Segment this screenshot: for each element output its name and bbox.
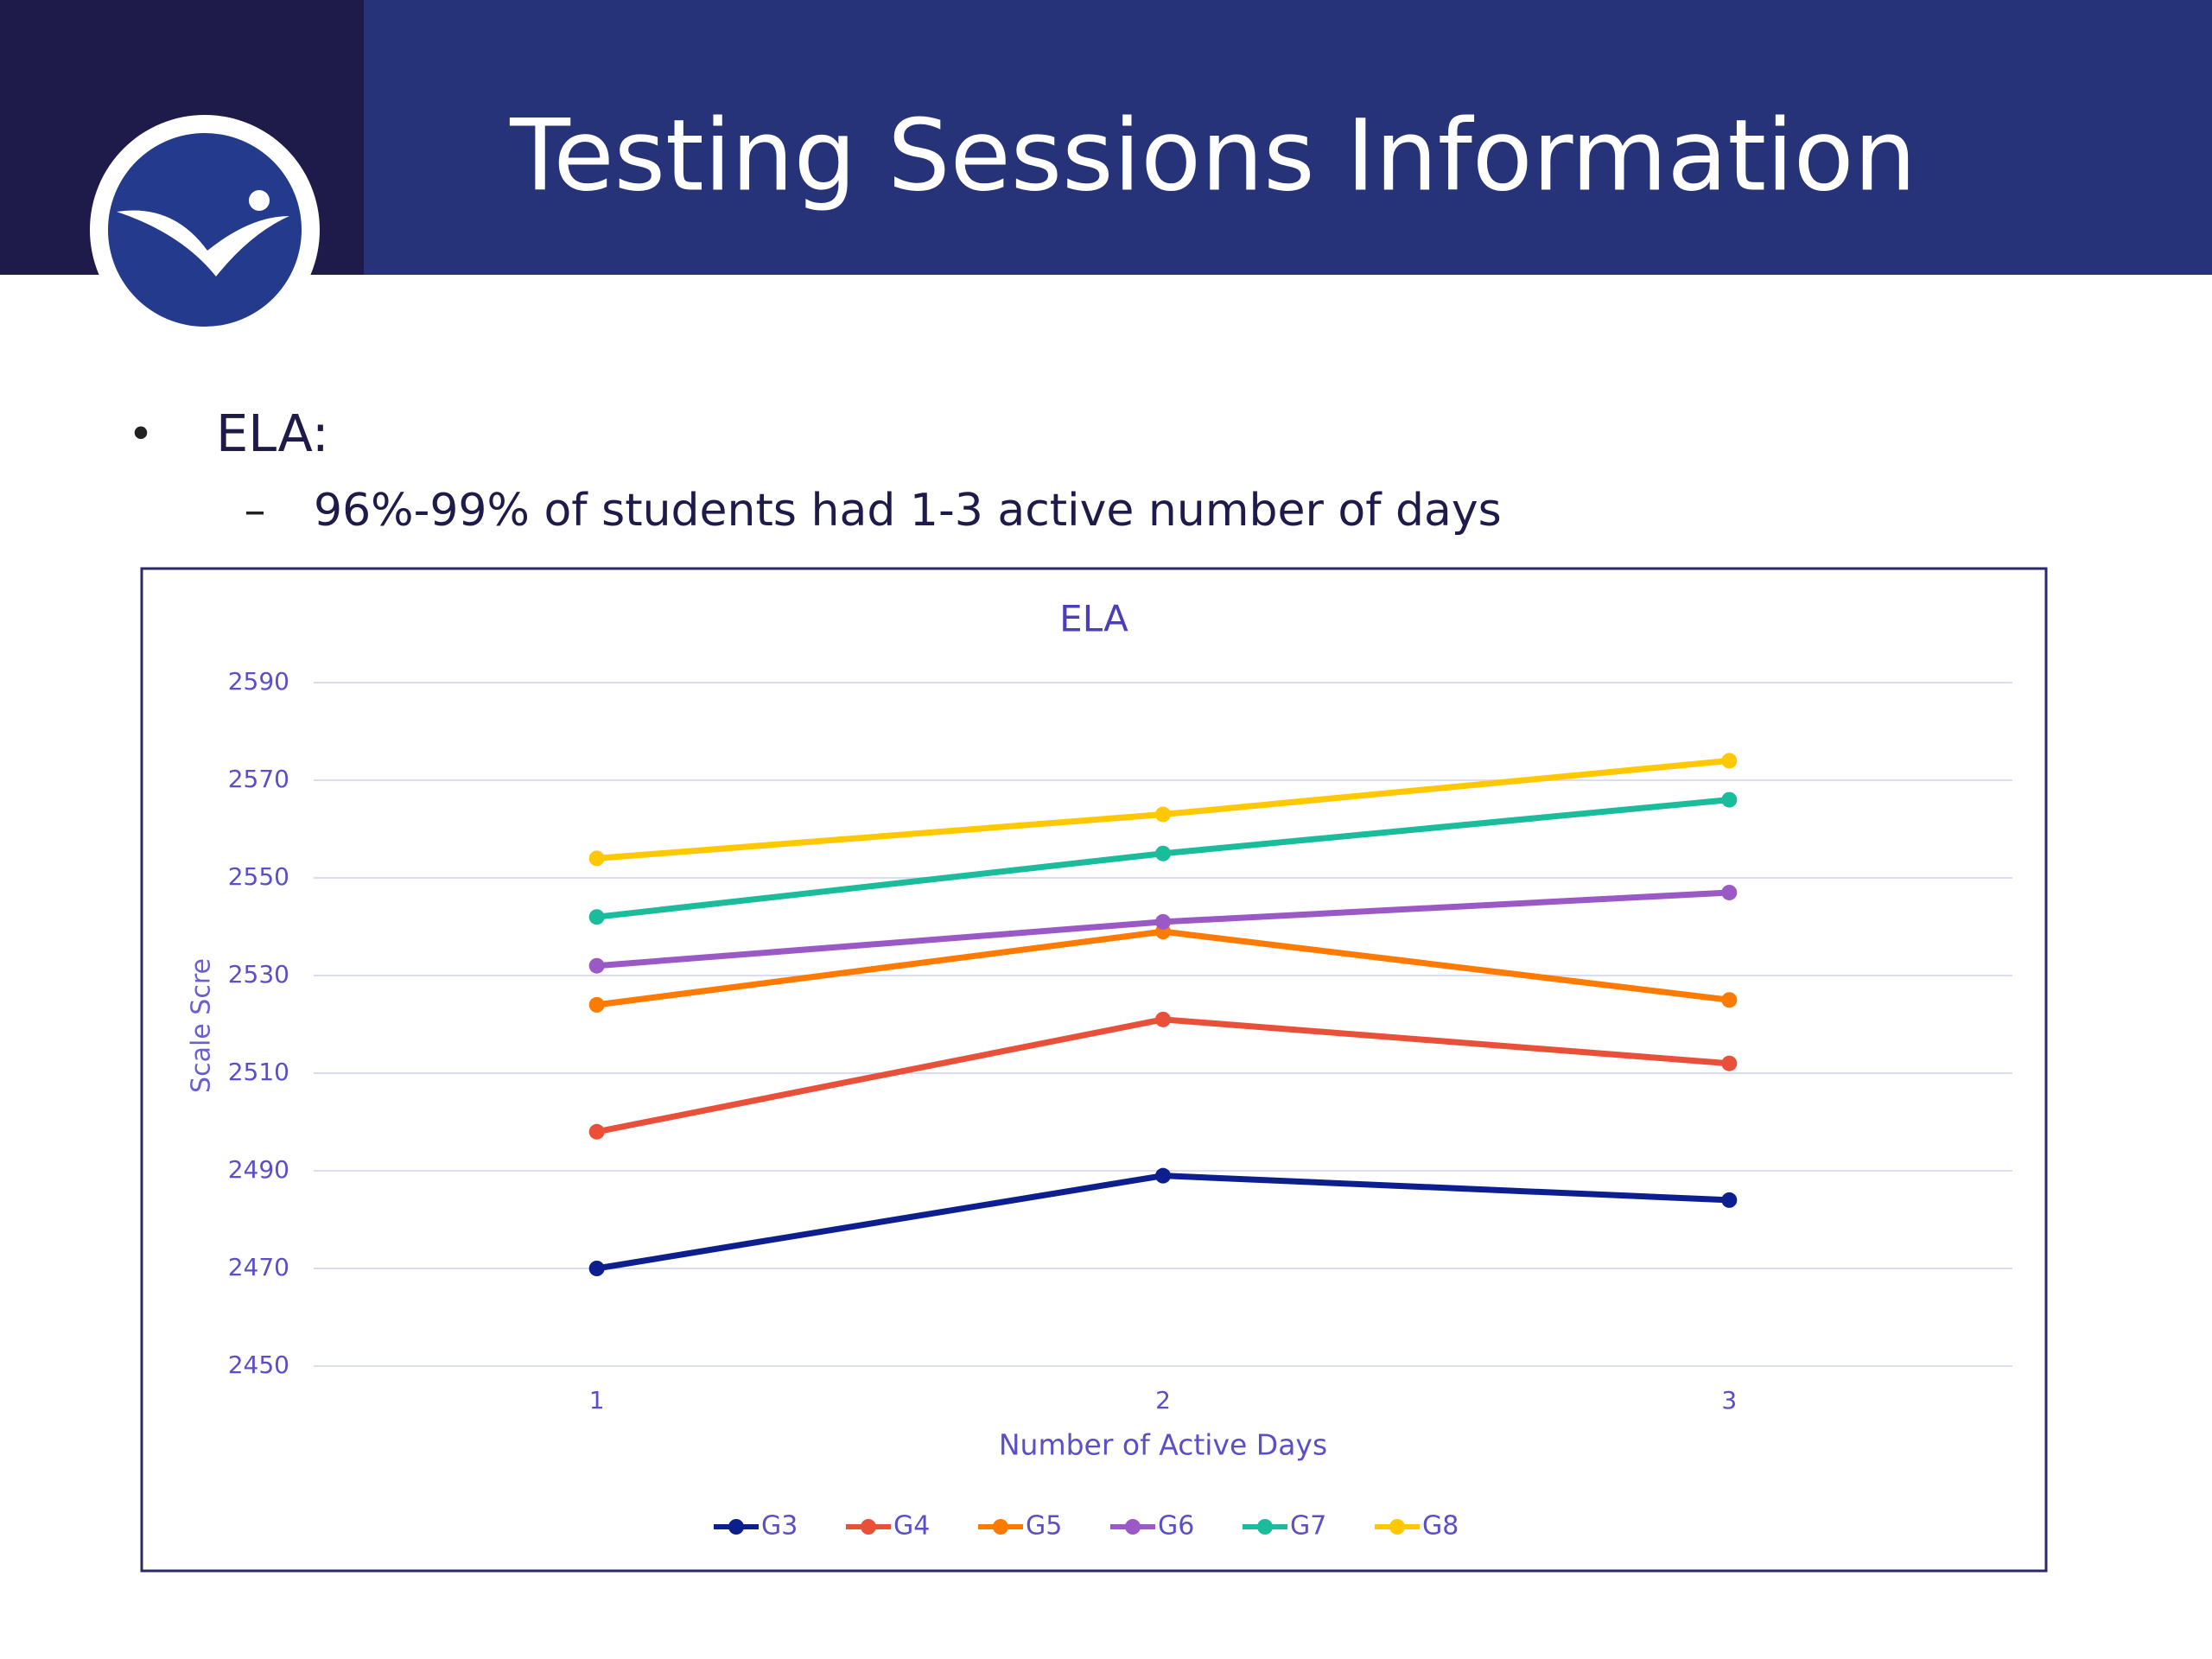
- point: [588, 996, 605, 1013]
- legend-marker: [861, 1519, 876, 1535]
- y-tick-label: 2510: [228, 1058, 289, 1086]
- bullet-dot: •: [128, 410, 154, 460]
- y-tick-label: 2490: [228, 1155, 289, 1184]
- point: [1721, 1192, 1738, 1208]
- point: [1155, 1167, 1171, 1184]
- point: [1155, 845, 1171, 861]
- x-axis-label: Number of Active Days: [999, 1428, 1327, 1462]
- x-tick-label: 1: [589, 1386, 605, 1414]
- point: [1721, 753, 1738, 769]
- sub-bullet: 96%-99% of students had 1-3 active numbe…: [314, 485, 1502, 537]
- chart-title: ELA: [1059, 598, 1128, 640]
- point: [1155, 806, 1171, 823]
- plot: 2450 2470 2490 2510 2530 2550 2570 2590 1 2 3 G3 G4 G…: [228, 667, 2012, 1541]
- legend-marker: [1389, 1519, 1405, 1535]
- point: [588, 850, 605, 867]
- y-tick-label: 2550: [228, 862, 289, 891]
- legend-marker: [1125, 1519, 1141, 1535]
- logo-dot: [249, 190, 270, 211]
- bullet: ELA:: [216, 404, 329, 463]
- y-axis-label: Scale Scre: [187, 958, 217, 1093]
- point: [1155, 913, 1171, 930]
- point: [1721, 1055, 1738, 1071]
- legend-marker: [1257, 1519, 1273, 1535]
- legend-label: G7: [1290, 1511, 1326, 1541]
- legend-marker: [993, 1519, 1008, 1535]
- chart-frame: [140, 567, 2048, 1573]
- sub-bullet-dash: –: [245, 486, 266, 536]
- y-tick-label: 2590: [228, 667, 289, 696]
- point: [1721, 884, 1738, 900]
- legend-marker: [728, 1519, 744, 1535]
- logo: [108, 133, 302, 327]
- point: [1721, 791, 1738, 808]
- y-tick-label: 2470: [228, 1253, 289, 1281]
- y-tick-label: 2570: [228, 765, 289, 793]
- y-tick-label: 2450: [228, 1351, 289, 1379]
- x-tick-label: 2: [1155, 1386, 1171, 1414]
- header-bar: [364, 0, 2212, 275]
- point: [1721, 992, 1738, 1008]
- logo-mark: [117, 210, 289, 276]
- legend-label: G3: [761, 1511, 798, 1541]
- legend-label: G6: [1158, 1511, 1194, 1541]
- point: [588, 1261, 605, 1276]
- legend-label: G8: [1422, 1511, 1459, 1541]
- legend-label: G5: [1026, 1511, 1062, 1541]
- point: [588, 909, 605, 925]
- x-tick-label: 3: [1721, 1386, 1737, 1414]
- point: [588, 957, 605, 974]
- y-tick-label: 2530: [228, 960, 289, 988]
- point: [588, 1123, 605, 1140]
- legend-label: G4: [893, 1511, 930, 1541]
- point: [1155, 1011, 1171, 1027]
- slide-title: Testing Sessions Information: [509, 98, 1916, 213]
